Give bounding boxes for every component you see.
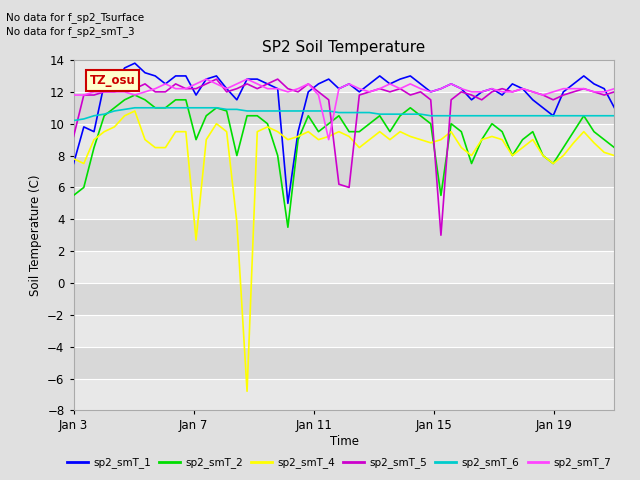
Bar [74,60,614,92]
Y-axis label: Soil Temperature (C): Soil Temperature (C) [29,174,42,296]
Text: TZ_osu: TZ_osu [90,74,136,87]
Bar [74,219,614,251]
Bar [74,92,614,124]
Title: SP2 Soil Temperature: SP2 Soil Temperature [262,40,426,55]
Bar [74,347,614,379]
Bar [74,156,614,187]
Bar [74,379,614,410]
Bar [74,283,614,315]
Bar [74,315,614,347]
Text: No data for f_sp2_smT_3: No data for f_sp2_smT_3 [6,26,135,37]
Bar [74,251,614,283]
Legend: sp2_smT_1, sp2_smT_2, sp2_smT_4, sp2_smT_5, sp2_smT_6, sp2_smT_7: sp2_smT_1, sp2_smT_2, sp2_smT_4, sp2_smT… [63,453,616,472]
Bar [74,187,614,219]
X-axis label: Time: Time [330,435,358,448]
Bar [74,124,614,156]
Text: No data for f_sp2_Tsurface: No data for f_sp2_Tsurface [6,12,145,23]
